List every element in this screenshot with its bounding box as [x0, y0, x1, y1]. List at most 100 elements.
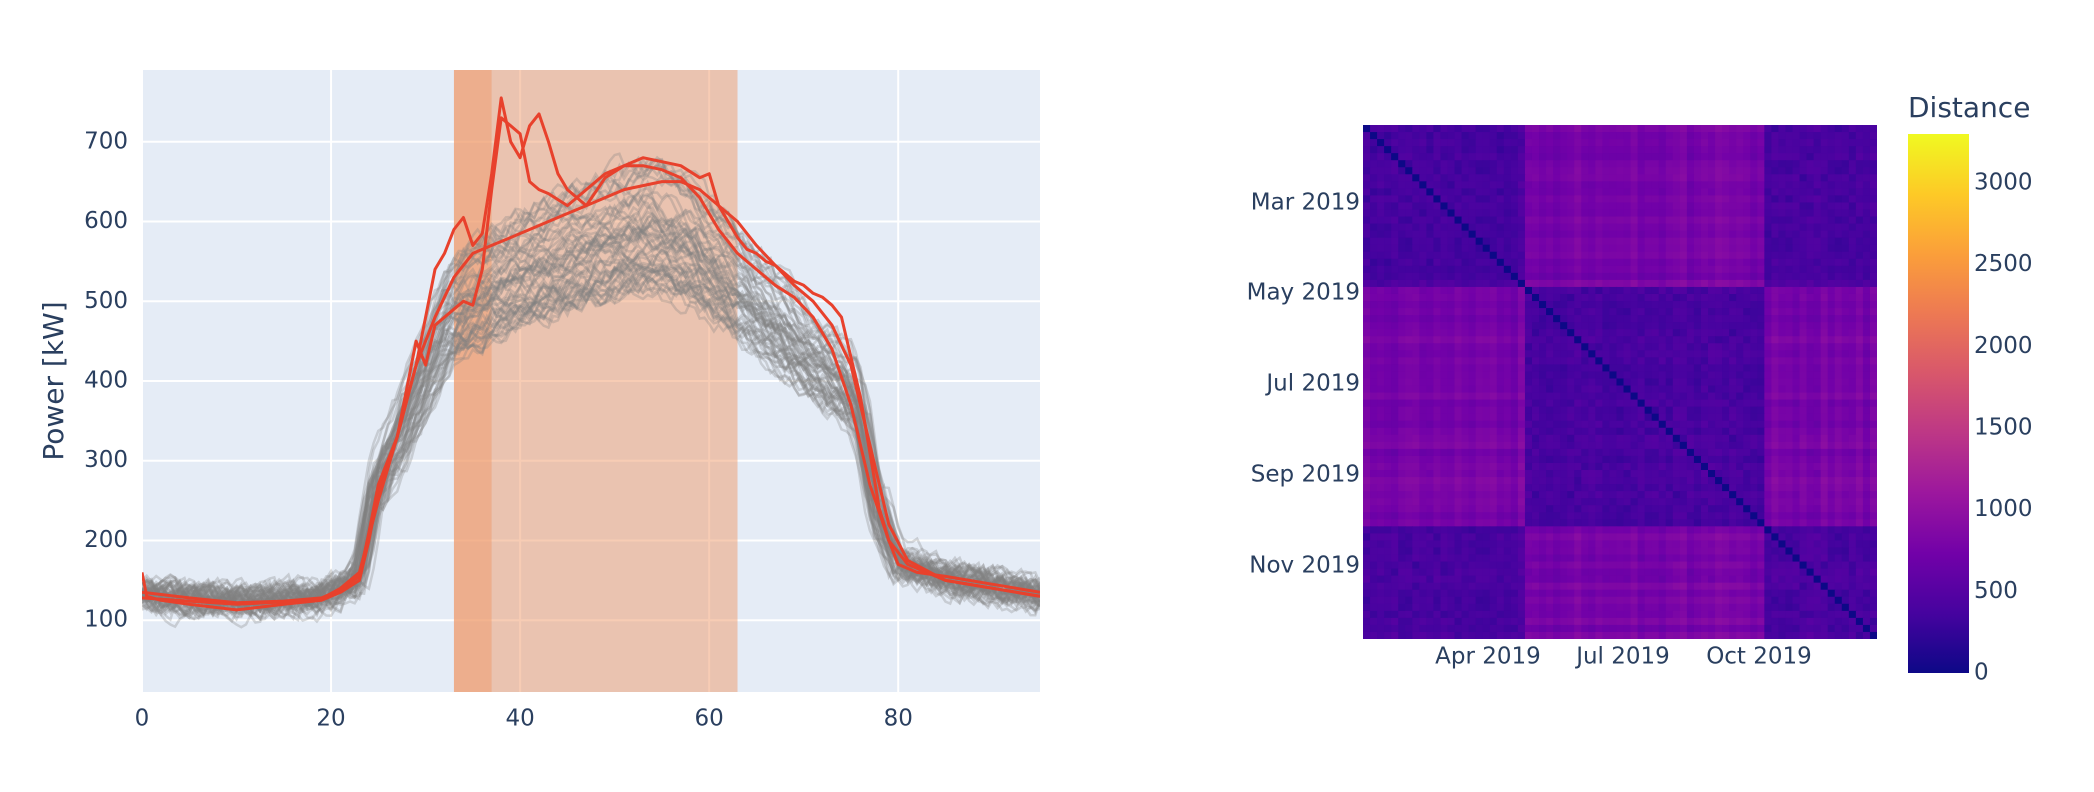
- heatmap-cell: [1447, 533, 1456, 542]
- heatmap-cell: [1715, 272, 1723, 281]
- heatmap-cell: [1609, 237, 1618, 246]
- heatmap-cell: [1820, 153, 1829, 161]
- heatmap-cell: [1447, 434, 1456, 443]
- heatmap-cell: [1454, 519, 1463, 527]
- heatmap-cell: [1531, 462, 1540, 471]
- heatmap-cell: [1792, 505, 1801, 513]
- heatmap-cell: [1503, 540, 1512, 549]
- heatmap-cell: [1651, 322, 1660, 330]
- heatmap-cell: [1384, 378, 1392, 387]
- heatmap-cell: [1658, 188, 1667, 197]
- heatmap-cell: [1778, 301, 1787, 309]
- heatmap-cell: [1806, 554, 1815, 563]
- heatmap-cell: [1715, 230, 1723, 239]
- heatmap-cell: [1820, 174, 1829, 182]
- heatmap-cell: [1454, 160, 1463, 168]
- heatmap-cell: [1848, 477, 1857, 485]
- heatmap-cell: [1736, 230, 1744, 239]
- heatmap-cell: [1595, 343, 1603, 351]
- heatmap-cell: [1440, 160, 1449, 168]
- heatmap-cell: [1482, 477, 1491, 485]
- heatmap-cell: [1581, 512, 1589, 520]
- heatmap-cell: [1454, 308, 1463, 316]
- heatmap-cell: [1644, 160, 1653, 168]
- heatmap-cell: [1560, 167, 1568, 175]
- heatmap-cell: [1384, 244, 1392, 253]
- heatmap-cell: [1841, 265, 1850, 274]
- heatmap-cell: [1855, 322, 1864, 330]
- heatmap-cell: [1771, 343, 1780, 351]
- heatmap-cell: [1616, 371, 1625, 380]
- heatmap-cell: [1405, 491, 1413, 499]
- heatmap-cell: [1412, 378, 1420, 387]
- heatmap-cell: [1679, 230, 1688, 239]
- heatmap-cell: [1693, 160, 1702, 168]
- heatmap-cell: [1503, 139, 1512, 147]
- heatmap-cell: [1384, 336, 1392, 344]
- heatmap-cell: [1426, 519, 1435, 527]
- heatmap-cell: [1461, 512, 1470, 520]
- heatmap-cell: [1517, 146, 1526, 154]
- heatmap-cell: [1665, 336, 1674, 344]
- heatmap-cell: [1658, 547, 1667, 556]
- heatmap-cell: [1778, 139, 1787, 147]
- heatmap-cell: [1672, 512, 1681, 520]
- heatmap-cell: [1806, 160, 1815, 168]
- heatmap-cell: [1700, 139, 1709, 147]
- heatmap-cell: [1595, 125, 1603, 133]
- heatmap-cell: [1489, 540, 1498, 549]
- heatmap-cell: [1785, 181, 1794, 189]
- heatmap-cell: [1377, 195, 1385, 204]
- heatmap-cell: [1588, 484, 1596, 492]
- heatmap-cell: [1412, 470, 1420, 478]
- heatmap-cell: [1510, 132, 1519, 140]
- heatmap-cell: [1686, 385, 1695, 394]
- heatmap-cell: [1771, 336, 1780, 344]
- heatmap-cell: [1722, 371, 1730, 380]
- heatmap-cell: [1426, 470, 1435, 478]
- heatmap-cell: [1595, 336, 1603, 344]
- heatmap-cell: [1531, 301, 1540, 309]
- heatmap-cell: [1686, 125, 1695, 133]
- heatmap-cell: [1377, 540, 1385, 549]
- heatmap-cell: [1848, 343, 1857, 351]
- heatmap-cell: [1546, 181, 1554, 189]
- heatmap-cell: [1595, 174, 1603, 182]
- heatmap-cell: [1377, 160, 1385, 168]
- heatmap-cell: [1616, 160, 1625, 168]
- heatmap-cell: [1489, 132, 1498, 140]
- heatmap-cell: [1609, 371, 1618, 380]
- heatmap-cell: [1609, 132, 1618, 140]
- heatmap-cell: [1581, 547, 1589, 556]
- heatmap-cell: [1862, 181, 1871, 189]
- heatmap-cell: [1672, 561, 1681, 570]
- heatmap-cell: [1855, 526, 1864, 534]
- heatmap-cell: [1475, 406, 1484, 415]
- heatmap-cell: [1475, 188, 1484, 197]
- heatmap-cell: [1588, 420, 1596, 429]
- heatmap-cell: [1841, 512, 1850, 520]
- heatmap-cell: [1475, 413, 1484, 422]
- heatmap-cell: [1616, 533, 1625, 542]
- heatmap-cell: [1841, 406, 1850, 415]
- heatmap-cell: [1510, 181, 1519, 189]
- heatmap-cell: [1679, 547, 1688, 556]
- heatmap-cell: [1595, 272, 1603, 281]
- heatmap-cell: [1489, 575, 1498, 584]
- heatmap-cell: [1454, 181, 1463, 189]
- heatmap-cell: [1869, 343, 1877, 351]
- heatmap-cell: [1792, 272, 1801, 281]
- heatmap-cell: [1370, 322, 1378, 330]
- heatmap-cell: [1827, 237, 1836, 246]
- heatmap-cell: [1644, 477, 1653, 485]
- heatmap-cell: [1820, 505, 1829, 513]
- heatmap-cell: [1722, 329, 1730, 337]
- heatmap-cell: [1764, 364, 1772, 373]
- heatmap-cell: [1708, 399, 1716, 408]
- heatmap-cell: [1623, 406, 1632, 415]
- heatmap-cell: [1792, 230, 1801, 239]
- heatmap-cell: [1384, 251, 1392, 260]
- heatmap-cell: [1574, 132, 1582, 140]
- heatmap-cell: [1700, 385, 1709, 394]
- heatmap-cell: [1503, 188, 1512, 197]
